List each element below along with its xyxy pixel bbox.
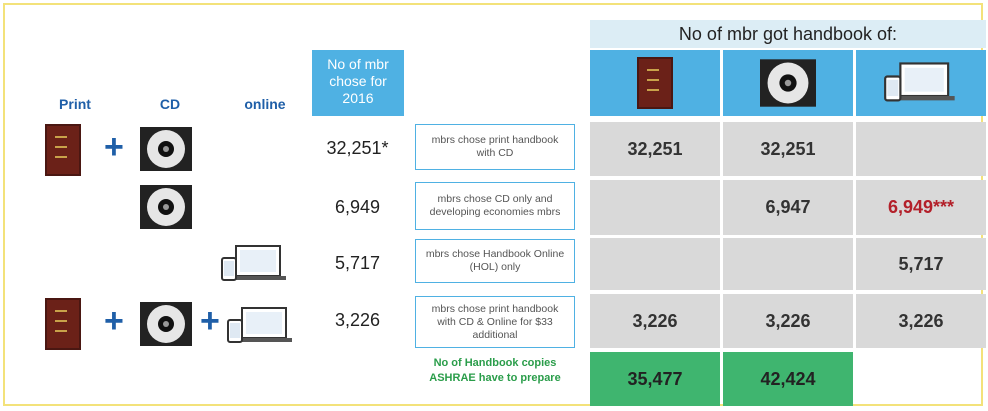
cd-icon	[140, 185, 192, 229]
cd-icon	[140, 302, 192, 346]
handbook-count	[723, 238, 853, 290]
cd-column-header	[723, 50, 853, 116]
print-column-header	[590, 50, 720, 116]
book-icon	[45, 298, 81, 350]
handbook-count: 3,226	[856, 294, 986, 348]
handbook-count: 5,717	[856, 238, 986, 290]
count-header: No of mbr chose for 2016	[312, 50, 404, 116]
plus: +	[104, 302, 124, 341]
cd-icon	[140, 127, 192, 171]
row-description: mbrs chose CD only and developing econom…	[415, 182, 575, 230]
row-description: mbrs chose print handbook with CD	[415, 124, 575, 170]
online-column-header	[856, 50, 986, 116]
handbook-count: 6,947	[723, 180, 853, 235]
legend-cd: CD	[130, 96, 210, 112]
cd-icon	[760, 59, 816, 107]
handbook-count	[590, 238, 720, 290]
total-count: 42,424	[723, 352, 853, 406]
handbook-count: 3,226	[723, 294, 853, 348]
member-count: 6,949	[310, 197, 405, 218]
laptop-icon	[220, 244, 290, 284]
member-count: 3,226	[310, 310, 405, 331]
handbook-count: 3,226	[590, 294, 720, 348]
laptop-icon	[226, 306, 296, 346]
legend-online: online	[225, 96, 305, 112]
handbook-count	[590, 180, 720, 235]
total-count: 35,477	[590, 352, 720, 406]
group-header: No of mbr got handbook of:	[590, 20, 986, 48]
book-icon	[45, 124, 81, 176]
plus: +	[104, 128, 124, 167]
slide: Print CD online No of mbr chose for 2016…	[0, 0, 988, 411]
member-count: 32,251*	[310, 138, 405, 159]
handbook-count	[856, 122, 986, 176]
member-count: 5,717	[310, 253, 405, 274]
handbook-count: 6,949***	[856, 180, 986, 235]
total-label: No of Handbook copies ASHRAE have to pre…	[415, 356, 575, 386]
plus: +	[200, 302, 220, 341]
legend-print: Print	[35, 96, 115, 112]
handbook-count: 32,251	[590, 122, 720, 176]
row-description: mbrs chose Handbook Online (HOL) only	[415, 239, 575, 283]
row-description: mbrs chose print handbook with CD & Onli…	[415, 296, 575, 348]
book-icon	[637, 57, 673, 109]
handbook-count: 32,251	[723, 122, 853, 176]
laptop-icon	[883, 61, 959, 105]
